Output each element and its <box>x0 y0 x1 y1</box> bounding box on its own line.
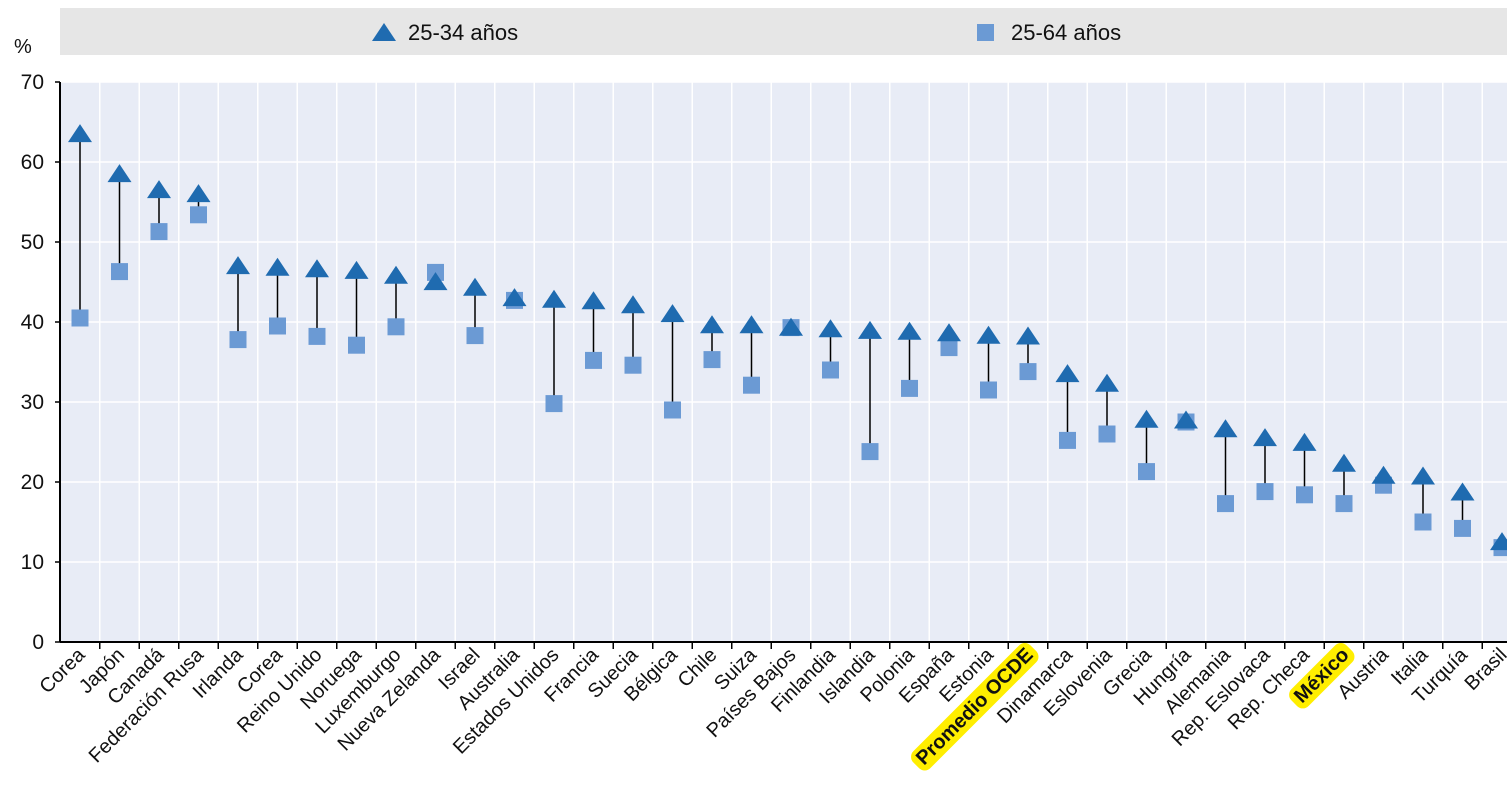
triangle-marker <box>858 320 882 339</box>
square-marker <box>466 327 484 345</box>
y-tick-labels: 0 10 20 30 40 50 60 70 <box>21 71 44 654</box>
square-marker <box>1138 463 1155 481</box>
plot-background <box>60 82 1507 642</box>
triangle-marker <box>186 184 211 203</box>
square-marker <box>743 376 760 394</box>
square-marker <box>1256 483 1274 501</box>
square-marker <box>585 351 602 369</box>
square-marker <box>229 331 247 349</box>
square-marker <box>703 351 721 369</box>
triangle-marker <box>542 289 566 308</box>
triangle-marker <box>739 315 764 334</box>
legend-square-icon <box>977 24 994 41</box>
triangle-marker <box>976 325 1001 344</box>
square-marker <box>980 381 997 399</box>
triangle-marker <box>581 291 606 310</box>
square-marker <box>664 401 681 419</box>
triangle-marker <box>463 277 487 296</box>
y-tick-label: 0 <box>32 631 44 654</box>
triangle-marker <box>423 272 448 291</box>
triangle-marker <box>265 257 290 276</box>
series-25-64-markers <box>71 206 1507 557</box>
x-tick-label: Brasil <box>1461 644 1507 695</box>
square-marker <box>1059 431 1076 449</box>
y-tick-label: 70 <box>21 71 44 94</box>
y-tick-label: 60 <box>21 151 44 174</box>
square-marker <box>1217 495 1234 513</box>
y-tick-label: 40 <box>21 311 44 334</box>
triangle-marker <box>660 304 685 323</box>
y-tick-label: 20 <box>21 471 44 494</box>
legend-label-25-34: 25-34 años <box>408 20 518 45</box>
legend: 25-34 años 25-64 años <box>372 20 1121 45</box>
triangle-marker <box>1055 364 1080 383</box>
square-marker <box>348 336 365 354</box>
x-label-group: Brasil <box>1461 644 1507 695</box>
triangle-marker <box>1450 482 1475 501</box>
triangle-marker <box>1292 432 1317 451</box>
y-unit-label: % <box>14 36 32 58</box>
square-marker <box>111 263 128 281</box>
triangle-marker <box>1213 419 1238 438</box>
legend-background <box>60 8 1507 55</box>
triangle-marker <box>502 288 527 307</box>
square-marker <box>150 223 168 241</box>
legend-label-25-64: 25-64 años <box>1011 20 1121 45</box>
x-label-highlight <box>911 643 1039 771</box>
triangle-marker <box>226 256 250 275</box>
y-tick-label: 10 <box>21 551 44 574</box>
square-marker <box>71 309 89 327</box>
triangle-marker <box>305 259 329 278</box>
series-25-34-markers <box>68 124 1507 551</box>
square-marker <box>1019 363 1037 381</box>
square-marker <box>1335 495 1353 513</box>
triangle-marker <box>1490 532 1507 551</box>
x-label-highlight <box>1289 643 1355 709</box>
square-marker <box>545 395 563 413</box>
triangle-marker <box>621 295 645 314</box>
triangle-marker <box>1411 466 1435 485</box>
square-marker <box>1414 513 1432 531</box>
triangle-marker <box>1253 428 1277 447</box>
triangle-marker <box>68 124 92 143</box>
axes <box>55 81 1507 649</box>
y-tick-label: 30 <box>21 391 44 414</box>
triangle-marker <box>937 323 961 342</box>
y-tick-label: 50 <box>21 231 44 254</box>
triangle-marker <box>147 180 171 199</box>
square-marker <box>901 379 918 397</box>
square-marker <box>1454 519 1471 537</box>
triangle-marker <box>1095 373 1119 392</box>
triangle-marker <box>779 317 803 336</box>
legend-triangle-icon <box>372 23 396 41</box>
triangle-marker <box>897 321 922 340</box>
square-marker <box>190 206 207 224</box>
grid-lines <box>60 81 1507 642</box>
triangle-marker <box>107 164 132 183</box>
square-marker <box>387 318 405 336</box>
square-marker <box>940 339 958 357</box>
triangle-marker <box>700 315 724 334</box>
triangle-marker <box>344 260 369 279</box>
triangle-marker <box>1371 465 1396 484</box>
triangle-marker <box>1134 409 1159 428</box>
square-marker <box>624 356 642 374</box>
triangle-marker <box>1332 453 1356 472</box>
square-marker <box>822 361 839 379</box>
square-marker <box>269 317 286 335</box>
triangle-marker <box>1016 326 1040 345</box>
square-marker <box>1098 425 1116 443</box>
square-marker <box>1296 486 1313 504</box>
triangle-marker <box>384 265 408 284</box>
triangle-marker <box>1174 410 1198 429</box>
square-marker <box>861 443 879 461</box>
triangle-marker <box>818 319 843 338</box>
square-marker <box>308 327 326 345</box>
